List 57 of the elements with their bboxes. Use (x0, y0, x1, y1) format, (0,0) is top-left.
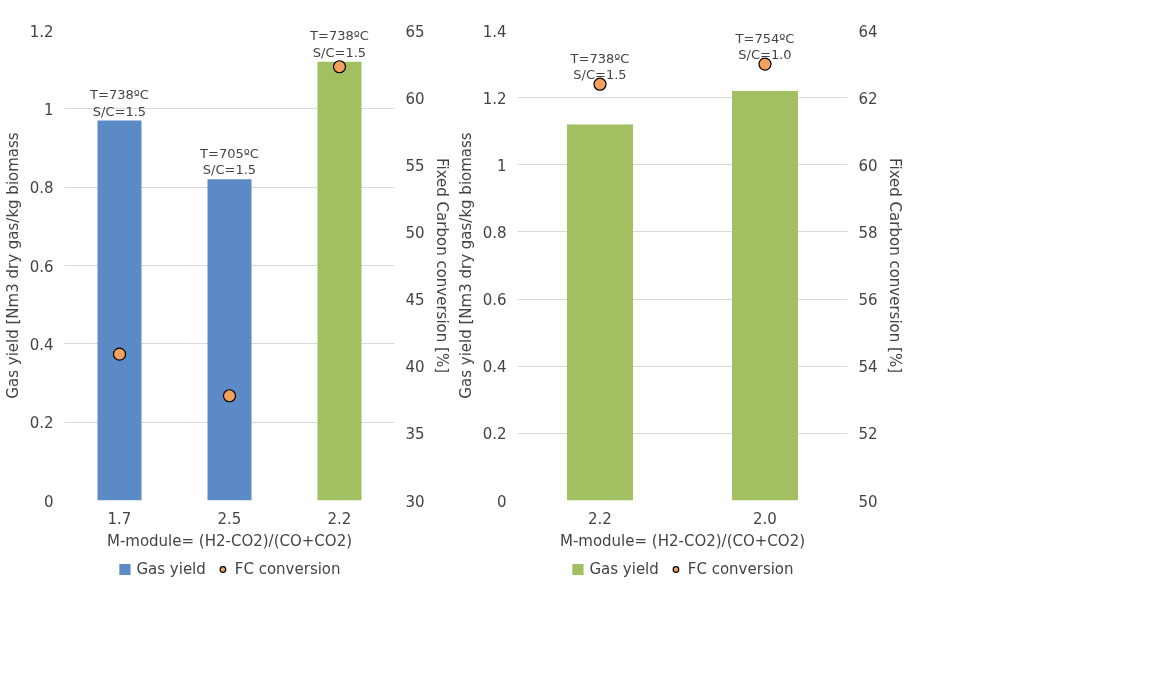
legend-label: Gas yield (589, 560, 659, 578)
y2-tick-label: 55 (405, 156, 425, 175)
bar (207, 179, 252, 501)
y-tick-label: 0.6 (29, 257, 54, 276)
y-tick-label: 1.4 (482, 22, 507, 41)
y2-tick-label: 60 (405, 89, 425, 108)
x-tick-label: 2.2 (588, 509, 612, 528)
x-tick-label: 1.7 (107, 509, 132, 528)
y2-tick-label: 64 (858, 22, 878, 41)
x-tick-label: 2.0 (753, 509, 777, 528)
x-axis-title: M-module= (H2-CO2)/(CO+CO2) (106, 531, 353, 550)
y-axis-title: Gas yield [Nm3 dry gas/kg biomass (456, 132, 475, 399)
point (332, 60, 347, 74)
annotation: T=754ºC S/C=1.0 (734, 30, 795, 63)
legend-label: FC conversion (234, 560, 341, 578)
y2-tick-label: 40 (405, 358, 425, 377)
legend-label: Gas yield (136, 560, 206, 578)
y-tick-label: 0 (496, 492, 507, 511)
y2-tick-label: 52 (858, 425, 878, 444)
y-tick-label: 0.2 (482, 425, 507, 444)
y2-axis-title: Fixed Carbon conversion [%] (432, 157, 451, 374)
y2-tick-label: 62 (858, 89, 878, 108)
x-tick-label: 2.2 (327, 509, 352, 528)
y-tick-label: 1.2 (482, 89, 507, 108)
y-tick-label: 0.8 (29, 179, 54, 198)
y-tick-label: 0 (43, 492, 54, 511)
y-tick-label: 0.8 (482, 223, 507, 242)
y2-tick-label: 58 (858, 223, 878, 242)
y-tick-label: 0.4 (29, 335, 54, 354)
y-tick-label: 0.2 (29, 414, 54, 433)
y2-tick-label: 30 (405, 492, 425, 511)
annotation: T=705ºC S/C=1.5 (199, 145, 259, 178)
y2-tick-label: 35 (405, 425, 425, 444)
y2-tick-label: 54 (858, 358, 878, 377)
bar (97, 120, 142, 501)
y-tick-label: 0.6 (482, 291, 507, 310)
x-tick-label: 2.5 (217, 509, 242, 528)
point (222, 389, 237, 403)
legend-label: FC conversion (687, 560, 794, 578)
annotation: T=738ºC S/C=1.5 (569, 50, 630, 83)
y-tick-label: 1.2 (29, 22, 54, 41)
y-axis-title: Gas yield [Nm3 dry gas/kg biomass (3, 132, 22, 399)
y-tick-label: 1 (496, 156, 507, 175)
y2-tick-label: 56 (858, 291, 878, 310)
bar (317, 61, 362, 501)
point (112, 347, 127, 361)
y2-axis-title: Fixed Carbon conversion [%] (885, 157, 904, 374)
annotation: T=738ºC S/C=1.5 (89, 87, 149, 119)
x-axis-title: M-module= (H2-CO2)/(CO+CO2) (559, 531, 806, 550)
y2-tick-label: 45 (405, 291, 425, 310)
annotation: T=738ºC S/C=1.5 (309, 28, 369, 60)
y2-tick-label: 60 (858, 156, 878, 175)
y2-tick-label: 65 (405, 22, 425, 41)
y2-tick-label: 50 (405, 223, 425, 242)
y2-tick-label: 50 (858, 492, 878, 511)
y-tick-label: 1 (43, 100, 54, 119)
y-tick-label: 0.4 (482, 358, 507, 377)
